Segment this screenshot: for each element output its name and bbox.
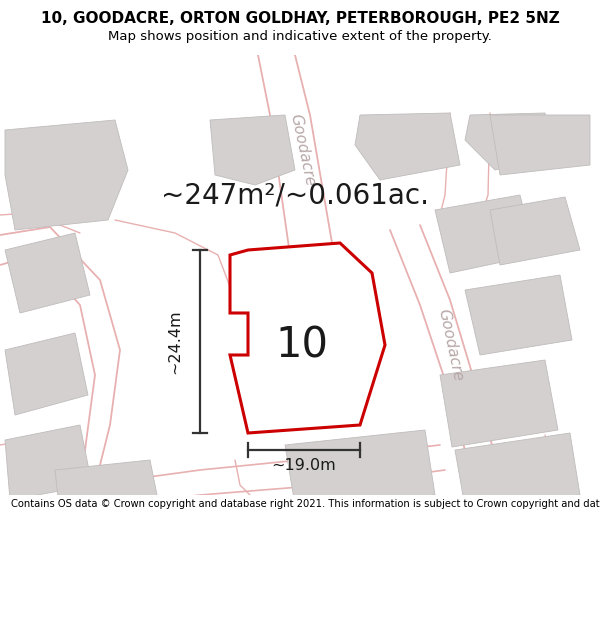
Polygon shape	[490, 197, 580, 265]
Polygon shape	[5, 425, 92, 500]
Polygon shape	[465, 275, 572, 355]
Polygon shape	[210, 115, 295, 185]
Polygon shape	[55, 460, 160, 515]
Text: 10, GOODACRE, ORTON GOLDHAY, PETERBOROUGH, PE2 5NZ: 10, GOODACRE, ORTON GOLDHAY, PETERBOROUG…	[41, 11, 559, 26]
Polygon shape	[465, 113, 555, 170]
Polygon shape	[230, 243, 385, 433]
Polygon shape	[455, 433, 580, 507]
Polygon shape	[355, 113, 460, 180]
Polygon shape	[5, 120, 128, 230]
Polygon shape	[435, 195, 535, 273]
Text: ~247m²/~0.061ac.: ~247m²/~0.061ac.	[161, 181, 429, 209]
Polygon shape	[285, 430, 435, 505]
Polygon shape	[5, 233, 90, 313]
Text: ~24.4m: ~24.4m	[167, 309, 182, 374]
Polygon shape	[440, 360, 558, 447]
Text: ~19.0m: ~19.0m	[272, 458, 337, 472]
Text: 10: 10	[275, 324, 329, 366]
Text: Goodacre: Goodacre	[287, 112, 317, 188]
Text: Contains OS data © Crown copyright and database right 2021. This information is : Contains OS data © Crown copyright and d…	[11, 499, 600, 509]
Polygon shape	[490, 115, 590, 175]
Text: Goodacre: Goodacre	[435, 308, 465, 382]
Polygon shape	[5, 333, 88, 415]
Polygon shape	[250, 293, 360, 395]
Text: Map shows position and indicative extent of the property.: Map shows position and indicative extent…	[108, 30, 492, 43]
